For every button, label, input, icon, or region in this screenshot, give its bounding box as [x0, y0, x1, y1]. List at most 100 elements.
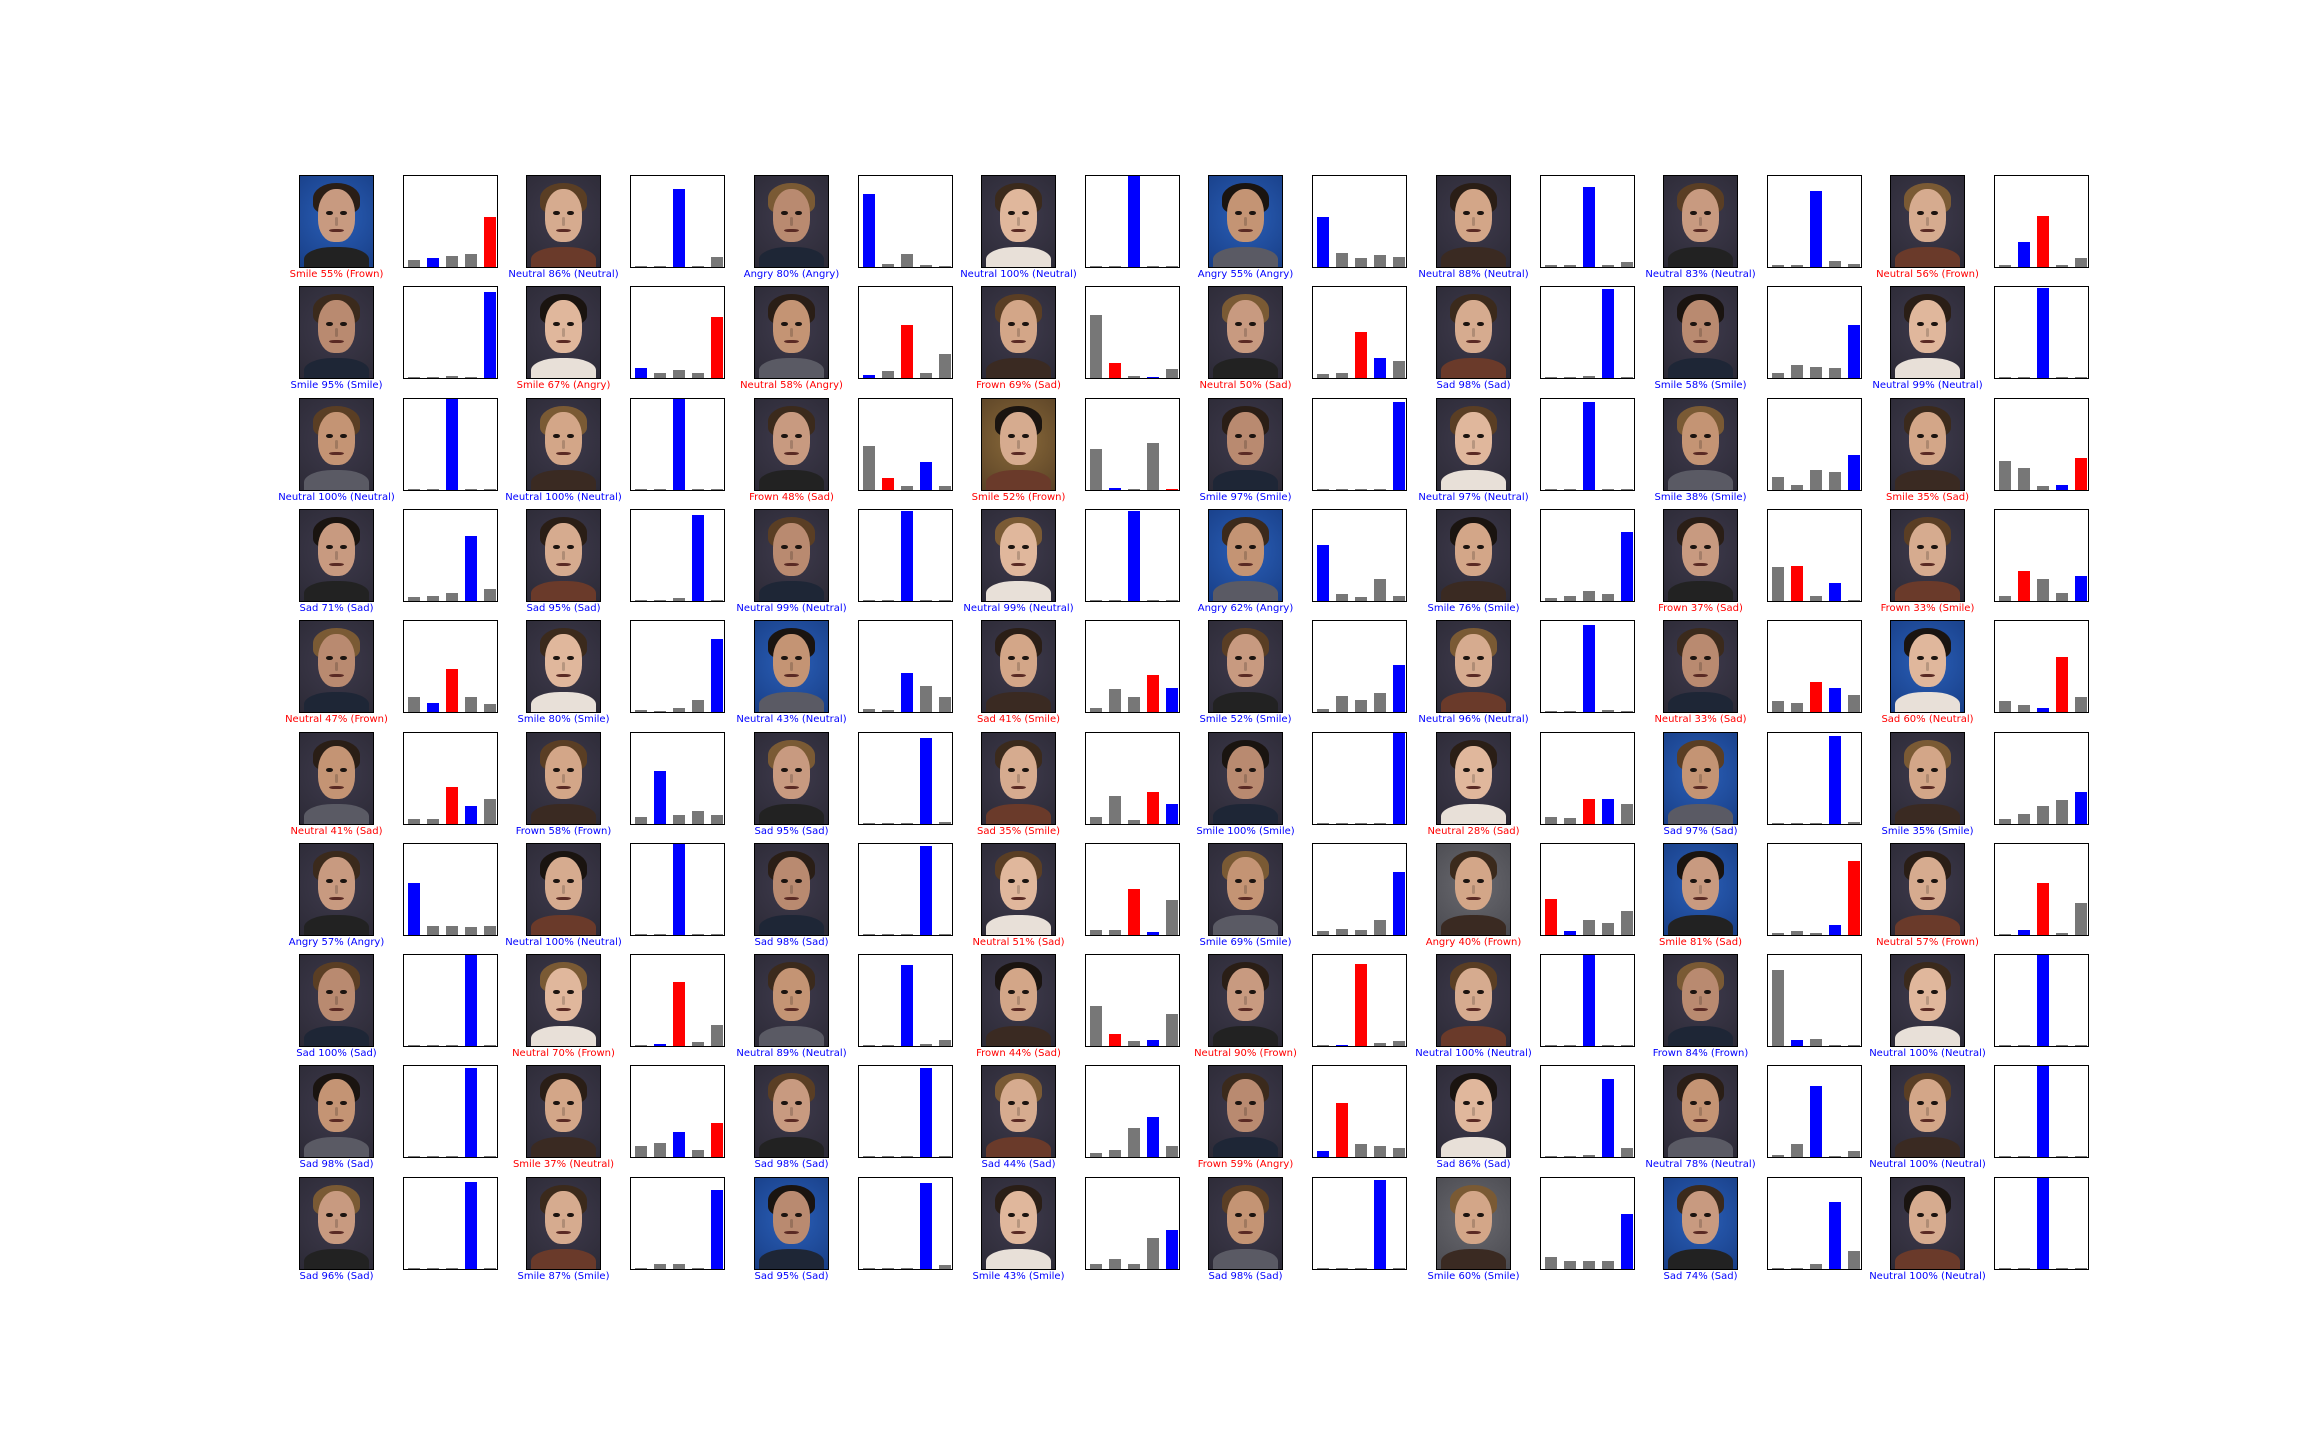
- probability-plot: [403, 175, 498, 268]
- face-image: [1663, 1065, 1738, 1158]
- prediction-label: Smile 35% (Smile): [1881, 826, 1974, 837]
- probability-bar-angry: [635, 710, 647, 712]
- prediction-label: Angry 62% (Angry): [1197, 603, 1294, 614]
- face-image: [1890, 509, 1965, 602]
- face-image: [299, 509, 374, 602]
- probability-bar-sad: [692, 934, 704, 935]
- probability-bar-neutral: [446, 593, 458, 601]
- probability-bar-smile: [1621, 532, 1633, 601]
- probability-bar-angry: [635, 1045, 647, 1046]
- probability-bar-sad: [1147, 932, 1159, 935]
- face-image: [299, 732, 374, 825]
- face-image: [754, 843, 829, 936]
- probability-bar-angry: [1317, 1045, 1329, 1046]
- probability-bar-frown: [427, 926, 439, 935]
- probability-bar-smile: [2075, 377, 2087, 378]
- probability-bar-angry: [635, 817, 647, 824]
- probability-plot: [630, 732, 725, 825]
- probability-bar-frown: [654, 771, 666, 824]
- probability-plot: [1540, 620, 1635, 713]
- probability-bar-neutral: [1583, 799, 1595, 824]
- face-image: [1208, 175, 1283, 268]
- probability-bar-sad: [2056, 800, 2068, 824]
- probability-bar-angry: [1317, 1268, 1329, 1269]
- prediction-label: Neutral 100% (Neutral): [1415, 1048, 1532, 1059]
- prediction-label: Frown 48% (Sad): [749, 492, 834, 503]
- probability-bar-smile: [484, 489, 496, 490]
- probability-bar-neutral: [1810, 1086, 1822, 1157]
- probability-plot: [858, 398, 953, 491]
- probability-bar-frown: [654, 489, 666, 490]
- probability-bar-neutral: [1810, 367, 1822, 378]
- face-image: [1890, 732, 1965, 825]
- probability-plot: [1085, 954, 1180, 1047]
- probability-plot: [1085, 1065, 1180, 1158]
- probability-bar-frown: [1791, 265, 1803, 267]
- prediction-label: Sad 74% (Sad): [1663, 1271, 1738, 1282]
- face-image: [981, 286, 1056, 379]
- face-image: [299, 1065, 374, 1158]
- probability-bar-frown: [2018, 242, 2030, 267]
- probability-bar-angry: [863, 823, 875, 824]
- probability-bar-neutral: [1583, 187, 1595, 267]
- probability-plot: [1767, 620, 1862, 713]
- probability-bar-angry: [1317, 931, 1329, 935]
- probability-plot: [1085, 1177, 1180, 1270]
- probability-plot: [630, 1065, 725, 1158]
- probability-bar-angry: [1317, 217, 1329, 267]
- probability-bar-sad: [2056, 1156, 2068, 1157]
- probability-bar-angry: [1317, 1151, 1329, 1157]
- face-image: [1663, 286, 1738, 379]
- probability-bar-smile: [939, 1040, 951, 1046]
- prediction-label: Frown 37% (Sad): [1658, 603, 1743, 614]
- face-image: [1890, 843, 1965, 936]
- prediction-label: Sad 98% (Sad): [754, 937, 829, 948]
- prediction-label: Smile 97% (Smile): [1199, 492, 1292, 503]
- probability-bar-angry: [1090, 266, 1102, 267]
- face-image: [981, 954, 1056, 1047]
- probability-bar-neutral: [901, 511, 913, 601]
- probability-bar-neutral: [1128, 1041, 1140, 1046]
- prediction-label: Sad 95% (Sad): [526, 603, 601, 614]
- probability-bar-smile: [2075, 576, 2087, 601]
- probability-plot: [858, 175, 953, 268]
- probability-bar-smile: [939, 486, 951, 490]
- probability-bar-frown: [2018, 377, 2030, 378]
- probability-bar-angry: [408, 377, 420, 378]
- probability-bar-sad: [1147, 675, 1159, 712]
- probability-bar-angry: [1090, 817, 1102, 824]
- face-image: [1436, 843, 1511, 936]
- probability-bar-smile: [1393, 257, 1405, 267]
- probability-bar-frown: [427, 819, 439, 824]
- probability-bar-angry: [1090, 1264, 1102, 1269]
- probability-bar-smile: [1621, 711, 1633, 712]
- probability-bar-sad: [1829, 1045, 1841, 1046]
- probability-plot: [1767, 1177, 1862, 1270]
- probability-bar-smile: [1393, 872, 1405, 935]
- face-image: [1890, 286, 1965, 379]
- probability-bar-sad: [692, 266, 704, 267]
- face-image: [1890, 175, 1965, 268]
- probability-bar-angry: [863, 375, 875, 378]
- prediction-label: Sad 44% (Sad): [981, 1159, 1056, 1170]
- probability-bar-sad: [1374, 358, 1386, 378]
- probability-plot: [1767, 843, 1862, 936]
- probability-bar-smile: [484, 217, 496, 267]
- probability-bar-smile: [1166, 1146, 1178, 1157]
- prediction-label: Sad 97% (Sad): [1663, 826, 1738, 837]
- probability-bar-smile: [1393, 361, 1405, 378]
- prediction-label: Frown 58% (Frown): [515, 826, 612, 837]
- prediction-label: Smile 52% (Smile): [1199, 714, 1292, 725]
- probability-bar-neutral: [1355, 597, 1367, 601]
- probability-bar-smile: [1621, 1214, 1633, 1269]
- face-image: [1208, 1065, 1283, 1158]
- face-image: [1436, 620, 1511, 713]
- prediction-label: Neutral 100% (Neutral): [1869, 1159, 1986, 1170]
- face-image: [1663, 954, 1738, 1047]
- probability-plot: [1312, 1177, 1407, 1270]
- probability-bar-neutral: [446, 926, 458, 935]
- probability-bar-sad: [465, 1182, 477, 1269]
- probability-bar-smile: [711, 934, 723, 935]
- probability-plot: [1994, 398, 2089, 491]
- face-image: [981, 1177, 1056, 1270]
